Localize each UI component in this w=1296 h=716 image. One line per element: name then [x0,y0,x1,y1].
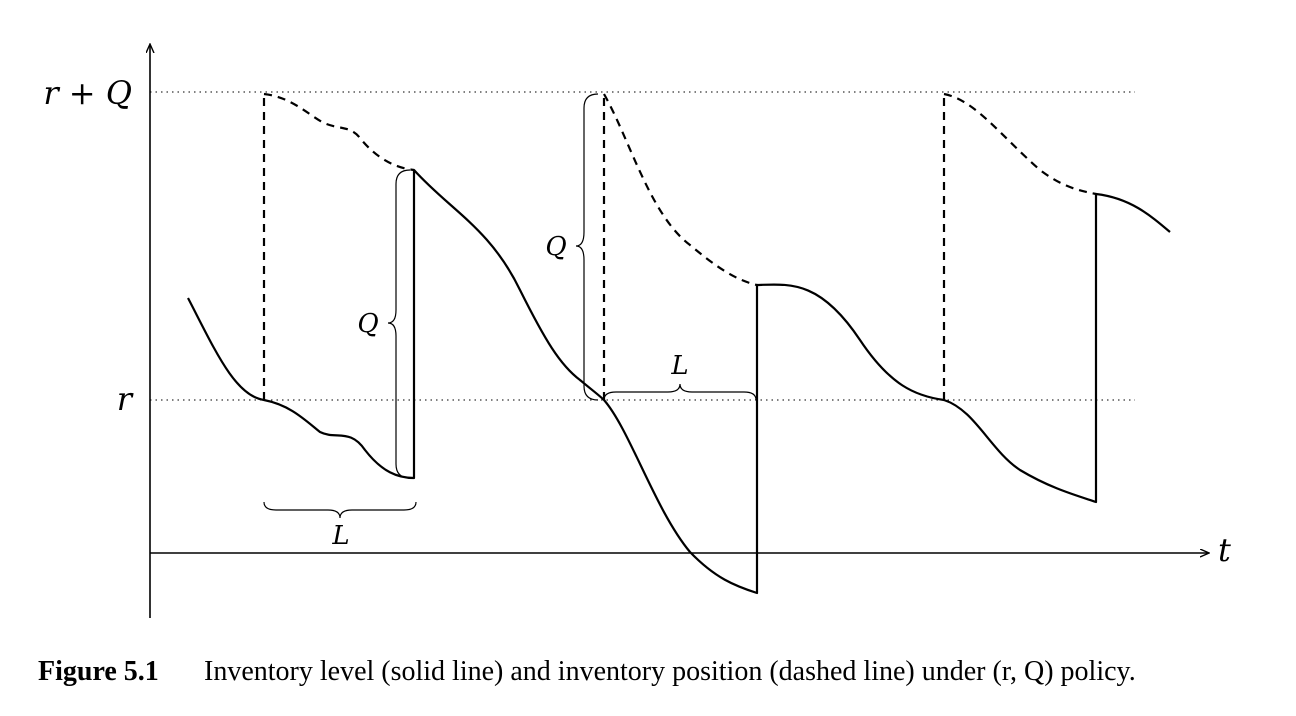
inventory-position-dashed [262,92,1097,400]
lead-time-brace-2: L [603,351,757,401]
order-quantity-label-2: Q [545,232,566,262]
figure-caption: Figure 5.1 Inventory level (solid line) a… [38,656,1278,688]
order-quantity-brace-1: Q [357,169,411,479]
y-label-r: r [117,380,134,418]
lead-time-label-1: L [331,521,349,551]
order-quantity-label-1: Q [357,309,378,339]
figure-number: Figure 5.1 [38,656,159,687]
y-label-r-plus-q: r + Q [43,74,132,112]
inventory-level-solid [187,168,1171,595]
lead-time-brace-1: L [263,501,417,551]
x-label-t: t [1218,531,1231,569]
lead-time-label-2: L [670,351,688,381]
order-quantity-brace-2: Q [545,93,599,401]
figure-caption-text: Inventory level (solid line) and invento… [204,656,1136,687]
